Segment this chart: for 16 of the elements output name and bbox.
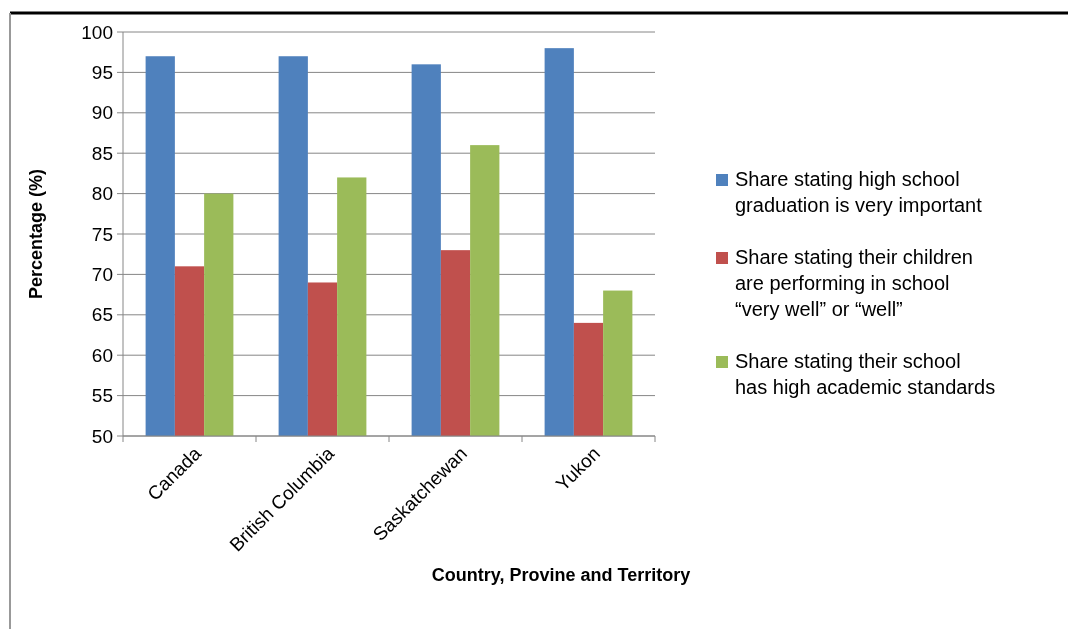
- y-tick-label: 65: [91, 304, 113, 326]
- legend-label: Share stating their children are performing in school “very well” or “well”: [735, 246, 973, 320]
- y-tick-label: 95: [91, 62, 113, 84]
- y-tick-label: 75: [91, 223, 113, 245]
- y-tick-label: 50: [91, 425, 113, 447]
- legend-label: Share stating their school has high academic standards: [735, 350, 996, 398]
- y-tick-label: 85: [91, 142, 113, 164]
- x-axis-title: Country, Provine and Territory: [431, 565, 691, 585]
- y-tick-label: 80: [91, 183, 113, 205]
- y-tick-label: 55: [91, 385, 113, 407]
- y-axis-title: Percentage (%): [26, 168, 46, 300]
- y-tick-label: 60: [91, 344, 113, 366]
- y-tick-label: 70: [91, 264, 113, 286]
- legend-label: Share stating high school graduation is very important: [735, 168, 983, 216]
- y-tick-label: 90: [91, 102, 113, 124]
- y-tick-label: 100: [81, 21, 113, 43]
